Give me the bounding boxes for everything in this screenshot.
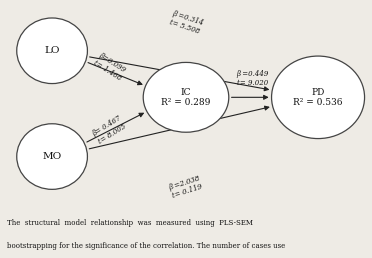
Text: The  structural  model  relationship  was  measured  using  PLS-SEM: The structural model relationship was me… — [7, 219, 253, 227]
Text: PD
R² = 0.536: PD R² = 0.536 — [293, 88, 343, 107]
Ellipse shape — [17, 18, 87, 84]
Text: IC
R² = 0.289: IC R² = 0.289 — [161, 88, 211, 107]
Text: β =0.314
t= 5.508: β =0.314 t= 5.508 — [168, 9, 204, 35]
Ellipse shape — [17, 124, 87, 189]
Text: bootstrapping for the significance of the correlation. The number of cases use: bootstrapping for the significance of th… — [7, 242, 286, 250]
Text: MO: MO — [42, 152, 62, 161]
Text: β=0.099
t= 1.468: β=0.099 t= 1.468 — [92, 51, 128, 82]
Ellipse shape — [272, 56, 365, 139]
Ellipse shape — [143, 62, 229, 132]
Text: LO: LO — [44, 46, 60, 55]
Text: β= 0.467
t= 8.005: β= 0.467 t= 8.005 — [92, 114, 128, 146]
Text: β =2.038
t= 0.119: β =2.038 t= 0.119 — [168, 174, 204, 200]
Text: β =0.449
t= 9.020: β =0.449 t= 9.020 — [236, 70, 269, 87]
